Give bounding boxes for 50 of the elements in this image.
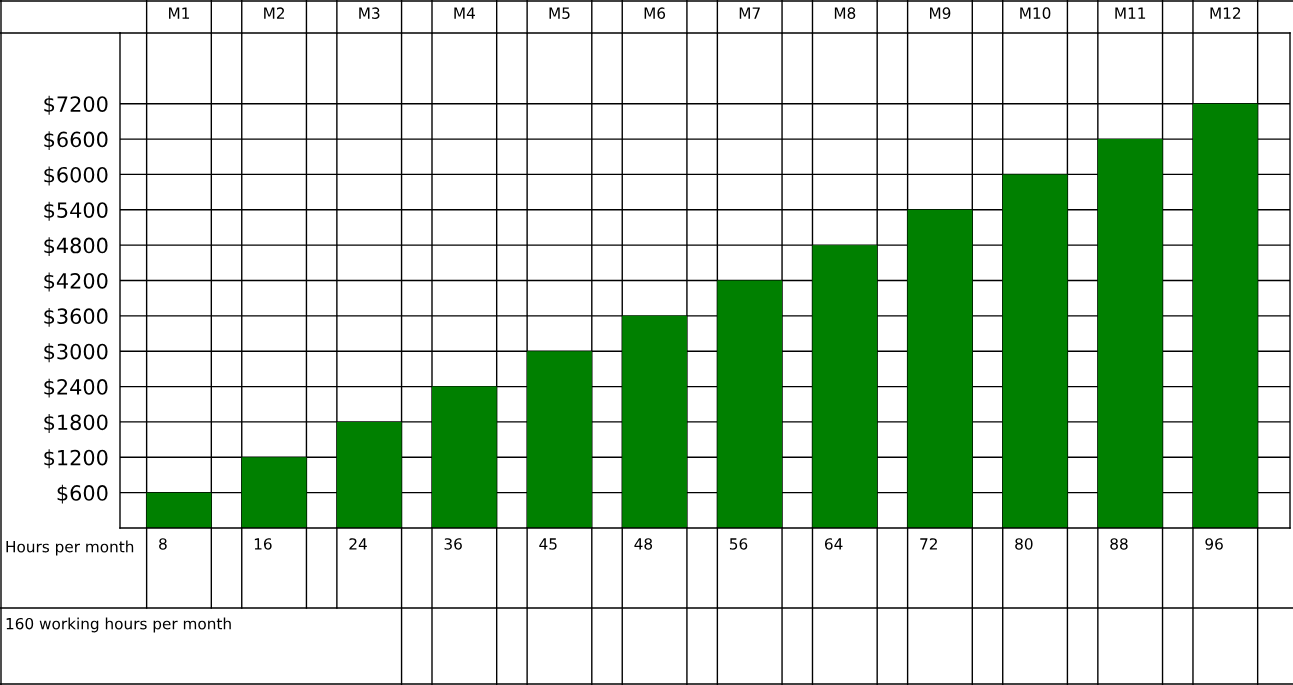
y-tick-label: $6000: [44, 166, 108, 186]
text: 80: [1015, 538, 1033, 550]
text: 45: [539, 538, 557, 550]
x-tick-label: M5: [549, 7, 570, 19]
bar: [527, 351, 592, 528]
bar: [1002, 174, 1068, 528]
x-tick-label: M7: [739, 7, 760, 19]
text: 24: [349, 538, 367, 550]
text: 72: [920, 538, 937, 550]
text: 96: [1205, 538, 1223, 550]
x-tick-label: M3: [359, 7, 380, 19]
x-tick-label: M2: [264, 7, 285, 19]
bar: [717, 280, 783, 528]
y-tick-label: $3000: [44, 343, 108, 363]
x-tick-label: M11: [1115, 7, 1146, 19]
bar: [1097, 139, 1163, 528]
bar: [907, 209, 973, 528]
y-tick-label: $1800: [44, 414, 108, 433]
x-tick-label: M1: [169, 7, 190, 19]
bar: [336, 421, 402, 528]
y-tick-label: $5400: [44, 201, 108, 221]
text: 88: [1110, 538, 1128, 550]
bar: [432, 386, 497, 528]
y-tick-label: $2400: [44, 378, 108, 398]
y-tick-label: $600: [57, 484, 108, 504]
bar: [812, 245, 878, 528]
bar: [146, 492, 212, 528]
x-tick-label: M8: [834, 7, 856, 19]
bar: [241, 457, 307, 528]
y-tick-label: $3600: [44, 307, 108, 327]
text: 36: [444, 538, 462, 550]
text: Hours per month: [6, 540, 134, 556]
x-tick-label: M10: [1020, 7, 1051, 19]
text: 160 working hours per month: [6, 617, 231, 633]
text: 8: [159, 538, 167, 550]
text: 64: [824, 538, 843, 550]
y-tick-label: $6600: [44, 131, 108, 151]
bar: [622, 315, 687, 528]
y-tick-label: $4800: [44, 237, 108, 257]
text: 16: [254, 538, 272, 550]
text: 48: [634, 538, 653, 550]
bar: [1192, 103, 1258, 528]
x-tick-label: M9: [930, 7, 951, 19]
y-tick-label: $1200: [44, 449, 108, 469]
x-tick-label: M6: [644, 7, 666, 19]
text: 56: [729, 538, 748, 550]
y-tick-label: $4200: [44, 272, 108, 292]
x-tick-label: M12: [1210, 7, 1241, 19]
x-tick-label: M4: [454, 7, 475, 19]
y-tick-label: $7200: [44, 95, 108, 115]
